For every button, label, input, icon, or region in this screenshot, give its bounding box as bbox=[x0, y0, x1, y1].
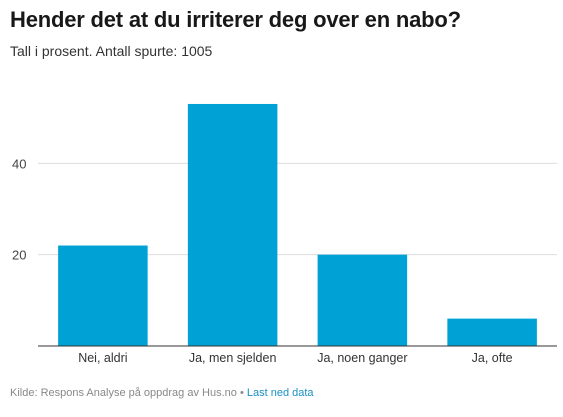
grid-lines bbox=[38, 162, 557, 256]
bar-1[interactable] bbox=[187, 103, 278, 346]
y-tick-label: 20 bbox=[12, 248, 26, 263]
bar-2[interactable] bbox=[317, 254, 408, 346]
x-tick-label: Nei, aldri bbox=[78, 351, 127, 365]
x-tick-label: Ja, men sjelden bbox=[189, 351, 277, 365]
chart-subtitle: Tall i prosent. Antall spurte: 1005 bbox=[10, 43, 213, 59]
y-tick-label: 40 bbox=[12, 156, 26, 171]
source-note: Kilde: Respons Analyse på oppdrag av Hus… bbox=[10, 387, 237, 399]
footer-separator: • bbox=[239, 387, 244, 399]
download-data-link[interactable]: Last ned data bbox=[246, 387, 314, 399]
bar-0[interactable] bbox=[58, 245, 148, 346]
bars bbox=[58, 103, 537, 346]
x-tick-label: Ja, noen ganger bbox=[317, 351, 407, 365]
chart-title: Hender det at du irriterer deg over en n… bbox=[10, 7, 461, 32]
chart-footer: Kilde: Respons Analyse på oppdrag av Hus… bbox=[10, 387, 314, 399]
x-tick-label: Ja, ofte bbox=[472, 351, 513, 365]
tick-labels: 20 40 Nei, aldri Ja, men sjelden Ja, noen ga… bbox=[12, 156, 513, 365]
bar-3[interactable] bbox=[447, 318, 537, 346]
